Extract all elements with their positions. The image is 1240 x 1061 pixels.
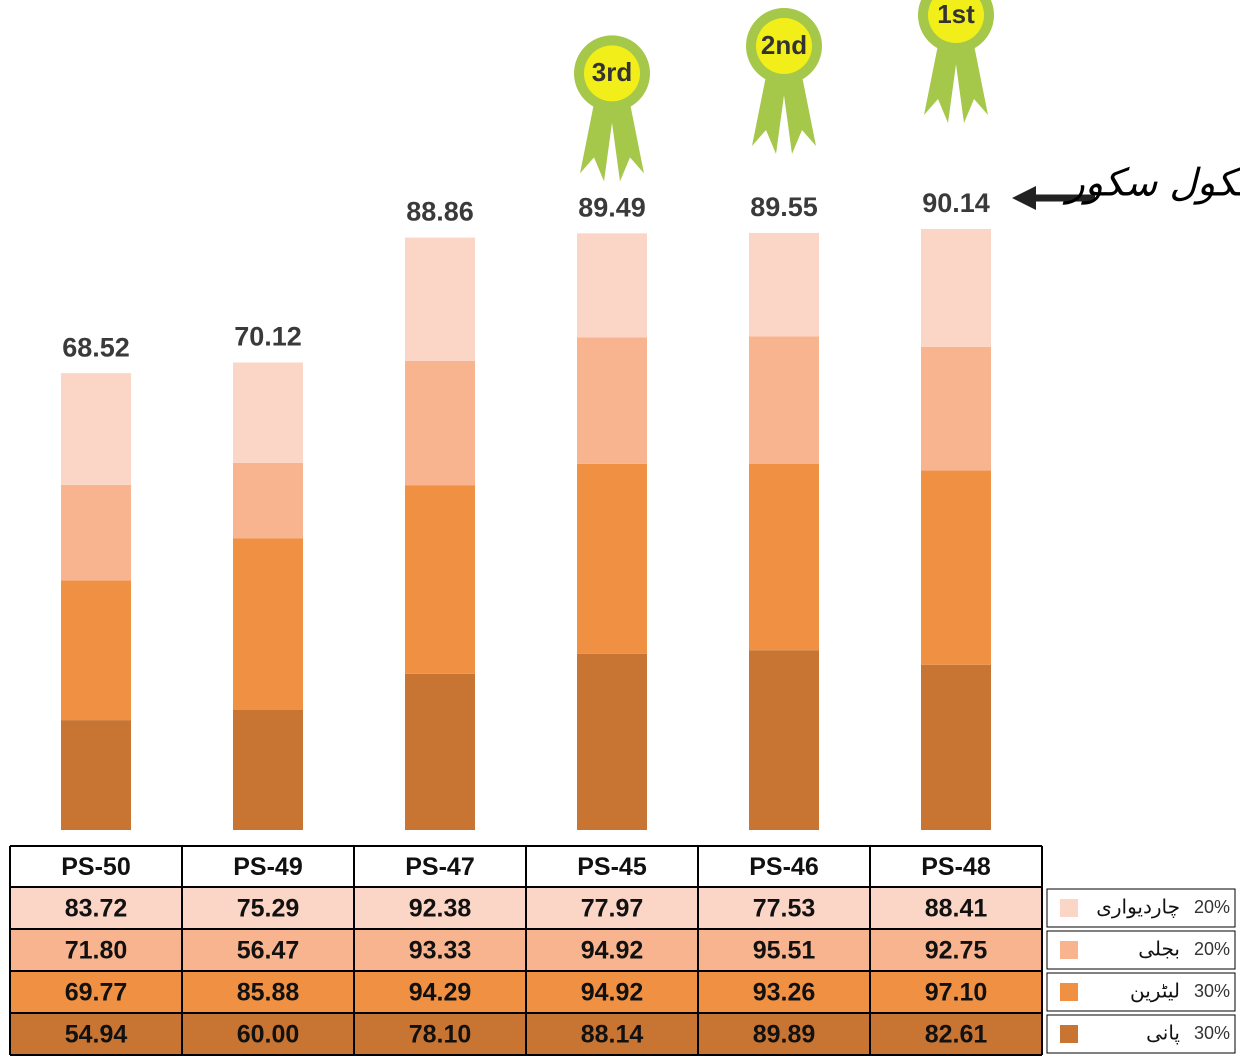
total-label: 89.55 <box>750 192 818 222</box>
total-label: 88.86 <box>406 197 474 227</box>
legend-cell <box>1046 1014 1236 1054</box>
table-value: 92.38 <box>409 895 472 923</box>
table-value: 93.26 <box>753 979 816 1007</box>
legend-cell <box>1046 888 1236 928</box>
medal-center <box>584 45 640 102</box>
arrow-head <box>1012 186 1036 210</box>
total-label: 90.14 <box>922 188 990 218</box>
bar-segment <box>749 463 819 651</box>
table-value: 97.10 <box>925 979 988 1007</box>
medal-label: 3rd <box>592 57 632 87</box>
bar-segment <box>405 360 475 486</box>
bar-segment <box>233 462 303 539</box>
legend-weight: 30% <box>1194 981 1230 1001</box>
bar-segment <box>61 484 131 581</box>
medal-label: 1st <box>937 0 975 29</box>
medal-center <box>928 0 984 44</box>
category-label: PS-46 <box>749 853 818 881</box>
table-value: 60.00 <box>237 1021 300 1049</box>
bar-segment <box>921 470 991 665</box>
legend-swatch <box>1060 899 1078 917</box>
total-label: 89.49 <box>578 192 646 222</box>
legend-label: پانی <box>1146 1021 1180 1046</box>
bar-segment <box>921 229 991 347</box>
annotation: سکول سکور <box>1012 161 1240 210</box>
bar-segment <box>405 673 475 830</box>
table-value: 94.29 <box>409 979 472 1007</box>
legend-swatch <box>1060 1025 1078 1043</box>
legend-weight: 20% <box>1194 939 1230 959</box>
legend-swatch <box>1060 983 1078 1001</box>
table-value: 56.47 <box>237 937 300 965</box>
bar-segment <box>577 463 647 654</box>
legend-weight: 20% <box>1194 897 1230 917</box>
table-value: 92.75 <box>925 937 988 965</box>
bar-segment <box>749 650 819 830</box>
bar-segment <box>61 580 131 721</box>
table-value: 85.88 <box>237 979 300 1007</box>
category-label: PS-50 <box>61 853 130 881</box>
table-value: 54.94 <box>65 1021 128 1049</box>
table-value: 89.89 <box>753 1021 816 1049</box>
total-label: 70.12 <box>234 322 302 352</box>
medal-center <box>756 17 812 74</box>
bar-segment <box>233 538 303 710</box>
category-label: PS-47 <box>405 853 474 881</box>
annotation-text: سکول سکور <box>1063 161 1240 206</box>
legend-swatch <box>1060 941 1078 959</box>
category-label: PS-45 <box>577 853 647 881</box>
table-value: 95.51 <box>753 937 816 965</box>
bar-segment <box>61 720 131 830</box>
bar-segment <box>577 653 647 830</box>
legend-label: بجلی <box>1138 937 1180 961</box>
table-value: 94.92 <box>581 979 644 1007</box>
category-label: PS-48 <box>921 853 991 881</box>
table-value: 71.80 <box>65 937 128 965</box>
table-value: 77.53 <box>753 895 816 923</box>
category-label: PS-49 <box>233 853 302 881</box>
legend-weight: 30% <box>1194 1023 1230 1043</box>
bar-segment <box>405 485 475 674</box>
bar-segment <box>61 373 131 485</box>
medal-label: 2nd <box>761 30 807 60</box>
table-value: 77.97 <box>581 895 644 923</box>
table-value: 78.10 <box>409 1021 472 1049</box>
table-value: 69.77 <box>65 979 128 1007</box>
bar-segment <box>749 336 819 464</box>
bar-segment <box>921 346 991 471</box>
bar-segment <box>405 237 475 361</box>
table-value: 88.41 <box>925 895 988 923</box>
table-value: 83.72 <box>65 895 128 923</box>
legend-label: چاردیواری <box>1096 895 1180 919</box>
legend-label: لیٹرین <box>1130 979 1180 1003</box>
total-label: 68.52 <box>62 332 130 362</box>
table-value: 93.33 <box>409 937 472 965</box>
bar-segment <box>921 664 991 830</box>
table-value: 75.29 <box>237 895 300 923</box>
table-value: 94.92 <box>581 937 644 965</box>
table-value: 88.14 <box>581 1021 644 1049</box>
legend-cell <box>1046 930 1236 970</box>
bar-segment <box>233 709 303 830</box>
bar-segment <box>233 362 303 463</box>
bar-segment <box>749 232 819 337</box>
table-value: 82.61 <box>925 1021 988 1049</box>
legend-cell <box>1046 972 1236 1012</box>
bar-segment <box>577 337 647 464</box>
bar-segment <box>577 233 647 338</box>
